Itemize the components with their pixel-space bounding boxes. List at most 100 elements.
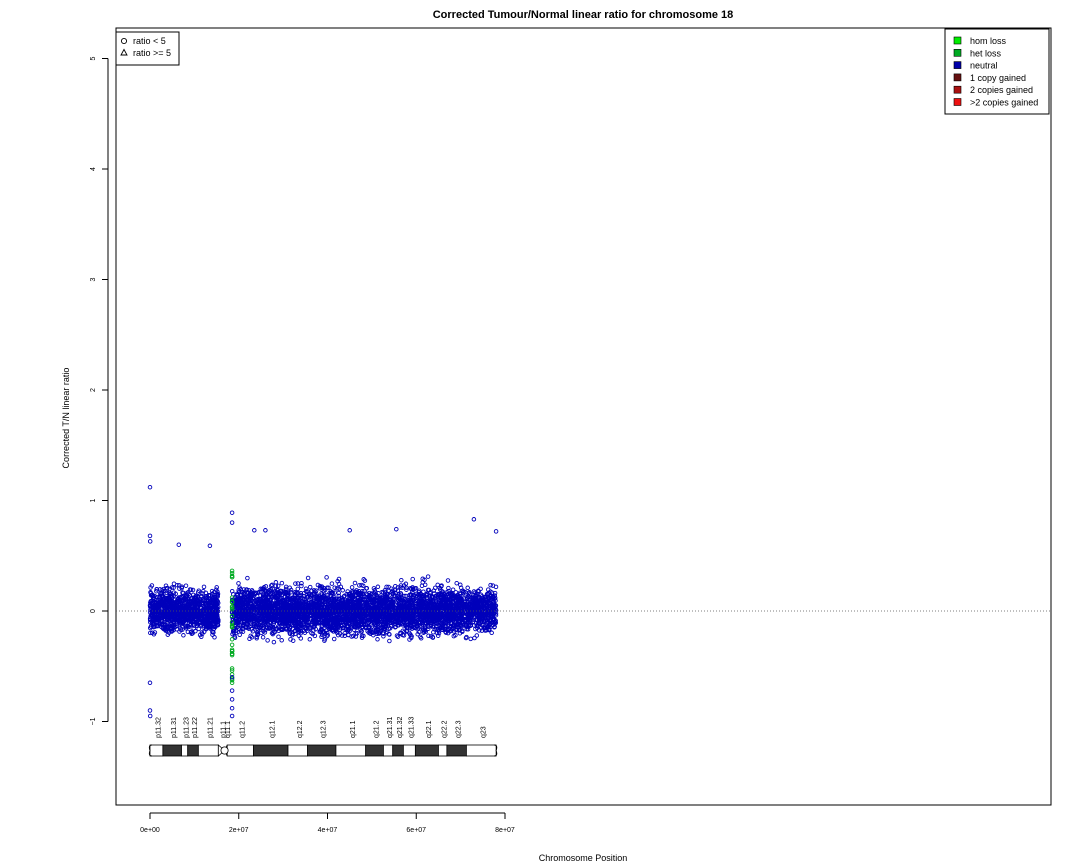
neutral-point <box>249 588 255 593</box>
neutral-point <box>273 580 279 585</box>
neutral-point <box>313 626 318 632</box>
neutral-point <box>478 586 483 592</box>
neutral-point <box>445 626 450 632</box>
neutral-point <box>415 631 420 637</box>
neutral-point <box>245 575 250 581</box>
neutral-point <box>305 575 311 581</box>
neutral-point <box>182 615 187 620</box>
neutral-point <box>164 617 170 622</box>
neutral-point <box>237 632 242 638</box>
neutral-point <box>190 611 196 617</box>
neutral-point <box>431 588 437 593</box>
neutral-point <box>188 587 194 592</box>
neutral-point <box>280 616 286 622</box>
neutral-point <box>457 631 463 636</box>
neutral-point <box>179 585 184 591</box>
neutral-point <box>395 634 401 639</box>
neutral-point <box>421 593 427 599</box>
neutral-point <box>385 591 391 597</box>
x-axis-label: Chromosome Position <box>539 853 628 863</box>
neutral-point <box>434 619 440 624</box>
neutral-point <box>148 598 154 604</box>
neutral-point <box>359 582 364 588</box>
neutral-point <box>274 595 279 601</box>
neutral-point <box>349 585 355 590</box>
neutral-point <box>279 638 284 643</box>
neutral-point <box>150 592 155 597</box>
neutral-point <box>474 633 480 638</box>
neutral-point <box>288 587 294 593</box>
neutral-point <box>332 585 337 590</box>
neutral-point <box>459 603 464 609</box>
neutral-point <box>435 633 441 638</box>
data-points <box>147 484 499 719</box>
neutral-point <box>381 634 386 639</box>
neutral-point <box>322 636 328 642</box>
neutral-point <box>456 622 461 627</box>
neutral-point <box>333 624 338 629</box>
neutral-point <box>216 617 221 623</box>
neutral-point <box>182 594 188 599</box>
neutral-point <box>399 577 404 583</box>
neutral-point <box>182 609 188 614</box>
neutral-point <box>189 631 195 637</box>
neutral-point <box>215 604 221 610</box>
neutral-point <box>276 634 281 639</box>
neutral-point <box>205 610 211 616</box>
neutral-point <box>275 600 281 605</box>
neutral-point <box>185 629 191 635</box>
neutral-point <box>258 618 264 623</box>
neutral-point <box>298 592 304 598</box>
neutral-point <box>476 621 482 626</box>
neutral-point <box>432 610 438 616</box>
neutral-point <box>169 614 175 620</box>
neutral-point <box>409 605 415 611</box>
neutral-point <box>453 627 458 632</box>
neutral-point <box>206 593 212 598</box>
y-axis-label: Corrected T/N linear ratio <box>61 368 71 469</box>
neutral-point <box>479 628 485 633</box>
neutral-point <box>309 630 314 636</box>
neutral-point <box>293 581 298 586</box>
neutral-point <box>490 620 495 626</box>
neutral-point <box>488 582 493 588</box>
neutral-point <box>187 599 193 605</box>
neutral-point <box>319 624 324 629</box>
neutral-point <box>159 609 164 614</box>
neutral-point <box>328 621 333 627</box>
neutral-point <box>312 633 318 639</box>
neutral-point <box>163 612 169 617</box>
neutral-point <box>256 618 262 623</box>
neutral-point <box>435 582 440 588</box>
neutral-point <box>468 636 473 642</box>
neutral-point <box>176 595 182 600</box>
neutral-point <box>155 607 161 613</box>
neutral-point <box>418 636 424 641</box>
neutral-point <box>174 627 180 632</box>
neutral-point <box>211 595 216 601</box>
neutral-point <box>330 616 335 622</box>
neutral-point <box>454 580 459 586</box>
neutral-point <box>184 609 190 614</box>
neutral-point <box>171 585 176 590</box>
neutral-point <box>273 590 279 596</box>
neutral-point <box>244 587 249 593</box>
neutral-point <box>404 585 409 591</box>
neutral-point <box>474 595 479 601</box>
neutral-point <box>334 586 340 591</box>
neutral-point <box>164 597 170 602</box>
neutral-point <box>197 623 203 628</box>
neutral-point <box>161 597 167 602</box>
neutral-point <box>273 583 279 589</box>
neutral-point <box>189 619 194 625</box>
neutral-point <box>473 593 478 598</box>
neutral-point <box>321 586 327 591</box>
neutral-point <box>465 619 471 624</box>
neutral-point <box>487 627 492 633</box>
neutral-point <box>169 594 175 599</box>
neutral-point <box>329 591 335 596</box>
neutral-point <box>438 591 443 597</box>
neutral-point <box>179 604 184 609</box>
neutral-point <box>215 593 220 598</box>
